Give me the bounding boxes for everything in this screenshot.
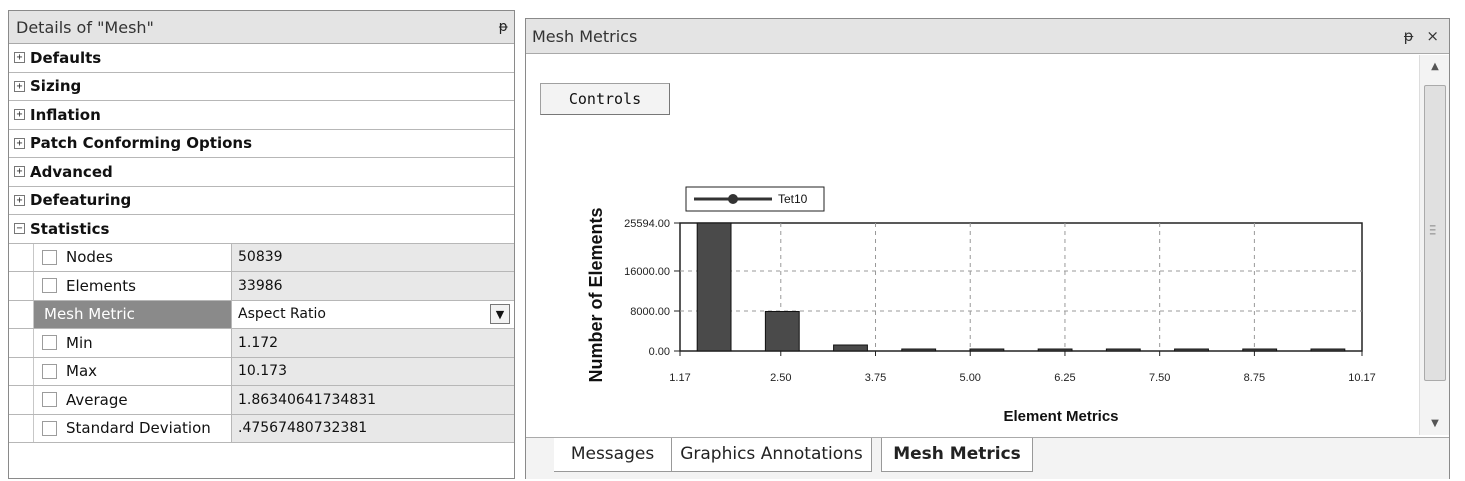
- x-tick-label: 8.75: [1244, 372, 1265, 384]
- histogram-bar: [1310, 348, 1346, 352]
- stat-row-average: Average 1.86340641734831: [9, 386, 514, 415]
- category-label: Defaults: [30, 48, 102, 67]
- stat-value: 1.172: [232, 329, 514, 357]
- stat-row-standard-deviation: Standard Deviation .47567480732381: [9, 414, 514, 443]
- stat-label: Nodes: [66, 248, 113, 267]
- stat-value: 33986: [232, 272, 514, 300]
- stat-label: Elements: [66, 276, 136, 295]
- mesh-metrics-chart: 0.00 8000.00 16000.00 25594.00 1.17 2.50 3.75 5…: [586, 186, 1376, 425]
- details-panel-title: Details of "Mesh" ᵽ: [9, 11, 514, 44]
- x-tick-label: 6.25: [1054, 372, 1075, 384]
- pin-close-icons[interactable]: ᵽ ×: [1403, 27, 1443, 45]
- collapse-icon[interactable]: −: [14, 223, 25, 235]
- category-defeaturing[interactable]: + Defeaturing: [9, 187, 514, 215]
- histogram-bar: [764, 310, 800, 352]
- bottom-tab-bar: Messages Graphics Annotations Mesh Metri…: [526, 437, 1449, 479]
- mesh-metrics-title: Mesh Metrics: [532, 27, 638, 46]
- stat-row-elements: Elements 33986: [9, 272, 514, 301]
- expand-icon[interactable]: +: [14, 166, 25, 178]
- x-tick-label: 2.50: [770, 372, 791, 384]
- stat-label: Mesh Metric: [44, 305, 135, 324]
- y-tick-label: 8000.00: [630, 306, 670, 318]
- stat-value: 1.86340641734831: [232, 386, 514, 414]
- y-tick-label: 16000.00: [624, 266, 670, 278]
- pin-icon[interactable]: ᵽ: [498, 19, 508, 35]
- stat-label: Average: [66, 390, 128, 409]
- stat-value: .47567480732381: [232, 414, 514, 442]
- category-label: Patch Conforming Options: [30, 134, 253, 153]
- expand-icon[interactable]: +: [14, 109, 25, 121]
- tab-mesh-metrics[interactable]: Mesh Metrics: [881, 438, 1033, 472]
- scroll-grip-icon: ─ ─ ─: [1430, 222, 1436, 240]
- vertical-scrollbar[interactable]: ▲ ─ ─ ─ ▼: [1419, 55, 1449, 435]
- mesh-metrics-title-bar: Mesh Metrics ᵽ ×: [526, 19, 1449, 54]
- category-sizing[interactable]: + Sizing: [9, 73, 514, 101]
- stat-row-min: Min 1.172: [9, 329, 514, 358]
- histogram-bar: [1174, 348, 1209, 352]
- stat-row-nodes: Nodes 50839: [9, 243, 514, 272]
- mesh-metric-value: Aspect Ratio: [238, 306, 326, 323]
- stat-label: Max: [66, 362, 98, 381]
- y-axis-title: Number of Elements: [586, 207, 606, 382]
- category-inflation[interactable]: + Inflation: [9, 101, 514, 130]
- stat-row-max: Max 10.173: [9, 357, 514, 386]
- category-label: Inflation: [30, 105, 101, 124]
- x-axis-title: Element Metrics: [1003, 408, 1118, 425]
- y-tick-label: 0.00: [649, 346, 670, 358]
- histogram-bar: [696, 222, 732, 352]
- category-defaults[interactable]: + Defaults: [9, 44, 514, 73]
- parameter-checkbox[interactable]: [42, 392, 57, 408]
- category-label: Advanced: [30, 162, 113, 181]
- scrollbar-thumb[interactable]: [1424, 85, 1446, 381]
- x-tick-label: 10.17: [1348, 372, 1376, 384]
- y-tick-label: 25594.00: [624, 218, 670, 230]
- parameter-checkbox[interactable]: [42, 335, 57, 351]
- chart-area: Controls 0.00 8000.00 16000.00 25594.00 1.17…: [526, 55, 1419, 435]
- legend-marker: [728, 194, 738, 204]
- category-label: Sizing: [30, 77, 82, 96]
- scroll-down-icon[interactable]: ▼: [1431, 418, 1439, 429]
- scroll-up-icon[interactable]: ▲: [1431, 61, 1439, 72]
- mesh-metrics-panel: Mesh Metrics ᵽ × Controls 0.00 8000.00 160…: [525, 18, 1450, 479]
- histogram-bar: [969, 348, 1005, 352]
- expand-icon[interactable]: +: [14, 194, 25, 206]
- expand-icon[interactable]: +: [14, 52, 25, 64]
- stat-value: 50839: [232, 243, 514, 271]
- histogram-bar: [1105, 348, 1141, 352]
- mesh-metric-select[interactable]: Aspect Ratio ▼: [232, 300, 514, 328]
- category-advanced[interactable]: + Advanced: [9, 158, 514, 187]
- parameter-checkbox[interactable]: [42, 249, 57, 265]
- histogram-bar: [901, 348, 937, 352]
- expand-icon[interactable]: +: [14, 80, 25, 92]
- category-label: Defeaturing: [30, 191, 132, 210]
- histogram-bar: [1242, 348, 1278, 352]
- x-tick-label: 7.50: [1149, 372, 1170, 384]
- expand-icon[interactable]: +: [14, 137, 25, 149]
- details-title-text: Details of "Mesh": [16, 18, 154, 37]
- legend-label: Tet10: [778, 192, 808, 206]
- parameter-checkbox[interactable]: [42, 420, 57, 436]
- parameter-checkbox[interactable]: [42, 363, 57, 379]
- histogram-bar: [1037, 348, 1073, 352]
- tab-messages[interactable]: Messages: [554, 438, 672, 472]
- controls-button[interactable]: Controls: [540, 83, 670, 115]
- category-patch-conforming-options[interactable]: + Patch Conforming Options: [9, 130, 514, 158]
- stat-label: Standard Deviation: [66, 419, 211, 438]
- category-label: Statistics: [30, 219, 110, 238]
- category-statistics[interactable]: − Statistics: [9, 215, 514, 244]
- stat-label: Min: [66, 333, 93, 352]
- x-tick-label: 1.17: [669, 372, 690, 384]
- stat-value: 10.173: [232, 357, 514, 385]
- x-tick-label: 5.00: [960, 372, 981, 384]
- histogram-bar: [833, 344, 868, 352]
- stat-row-mesh-metric[interactable]: Mesh Metric Aspect Ratio ▼: [9, 300, 514, 329]
- dropdown-arrow-icon[interactable]: ▼: [490, 304, 510, 325]
- tab-graphics-annotations[interactable]: Graphics Annotations: [672, 438, 872, 472]
- x-tick-label: 3.75: [865, 372, 886, 384]
- details-panel: Details of "Mesh" ᵽ + Defaults + Sizing …: [8, 10, 515, 479]
- parameter-checkbox[interactable]: [42, 278, 57, 294]
